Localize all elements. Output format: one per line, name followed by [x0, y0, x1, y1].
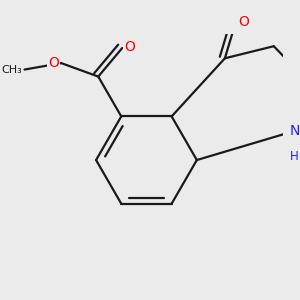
Text: O: O	[48, 56, 59, 70]
Text: O: O	[124, 40, 135, 54]
Text: N: N	[290, 124, 300, 138]
Text: H: H	[290, 150, 299, 163]
Text: O: O	[238, 15, 249, 28]
Text: CH₃: CH₃	[2, 64, 22, 75]
